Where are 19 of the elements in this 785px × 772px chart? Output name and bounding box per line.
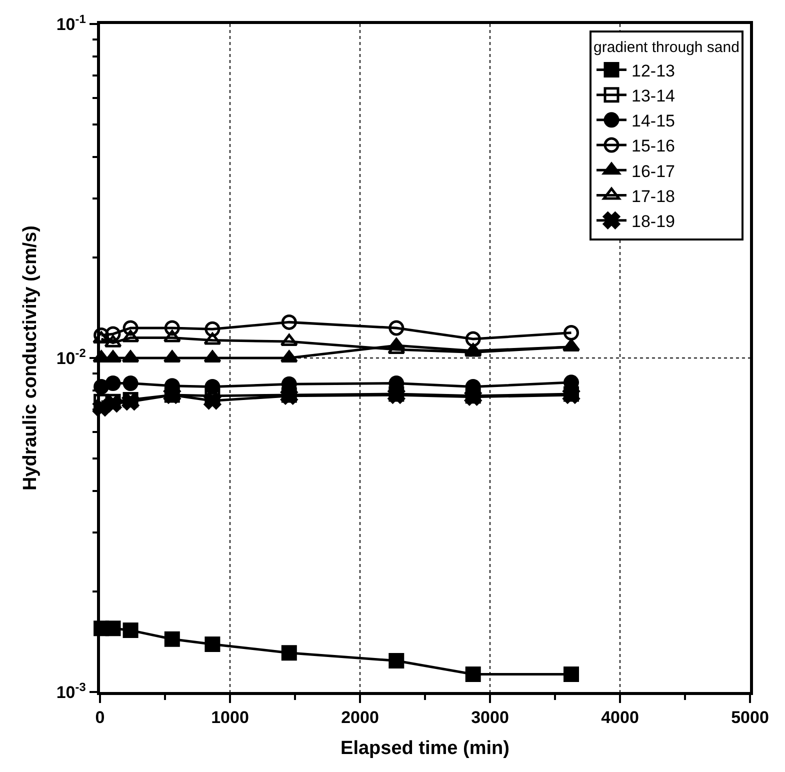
legend-label: 12-13 — [632, 61, 675, 80]
legend-label: 16-17 — [632, 162, 675, 181]
x-tick-label: 1000 — [211, 708, 249, 728]
legend-label: 14-15 — [632, 112, 675, 131]
y-axis-title: Hydraulic conductivity (cm/s) — [20, 225, 42, 491]
legend-label: 17-18 — [632, 186, 675, 206]
legend-label: 13-14 — [632, 86, 675, 106]
x-axis-title: Elapsed time (min) — [340, 738, 510, 759]
x-tick-label: 2000 — [341, 708, 379, 728]
y-tick-label: 10$^{-3}$ — [56, 680, 86, 702]
x-tick-label: 3000 — [471, 708, 509, 728]
x-tick-label: 5000 — [731, 708, 769, 728]
x-tick-label: 0 — [95, 708, 105, 728]
legend-label: 15-16 — [632, 136, 675, 156]
x-tick-label: 4000 — [601, 708, 639, 728]
legend-title: gradient through sand — [594, 39, 740, 56]
legend-label: 18-19 — [632, 212, 675, 231]
y-tick-label: 10$^{-2}$ — [56, 346, 86, 368]
y-tick-label: 10$^{-1}$ — [56, 12, 86, 34]
